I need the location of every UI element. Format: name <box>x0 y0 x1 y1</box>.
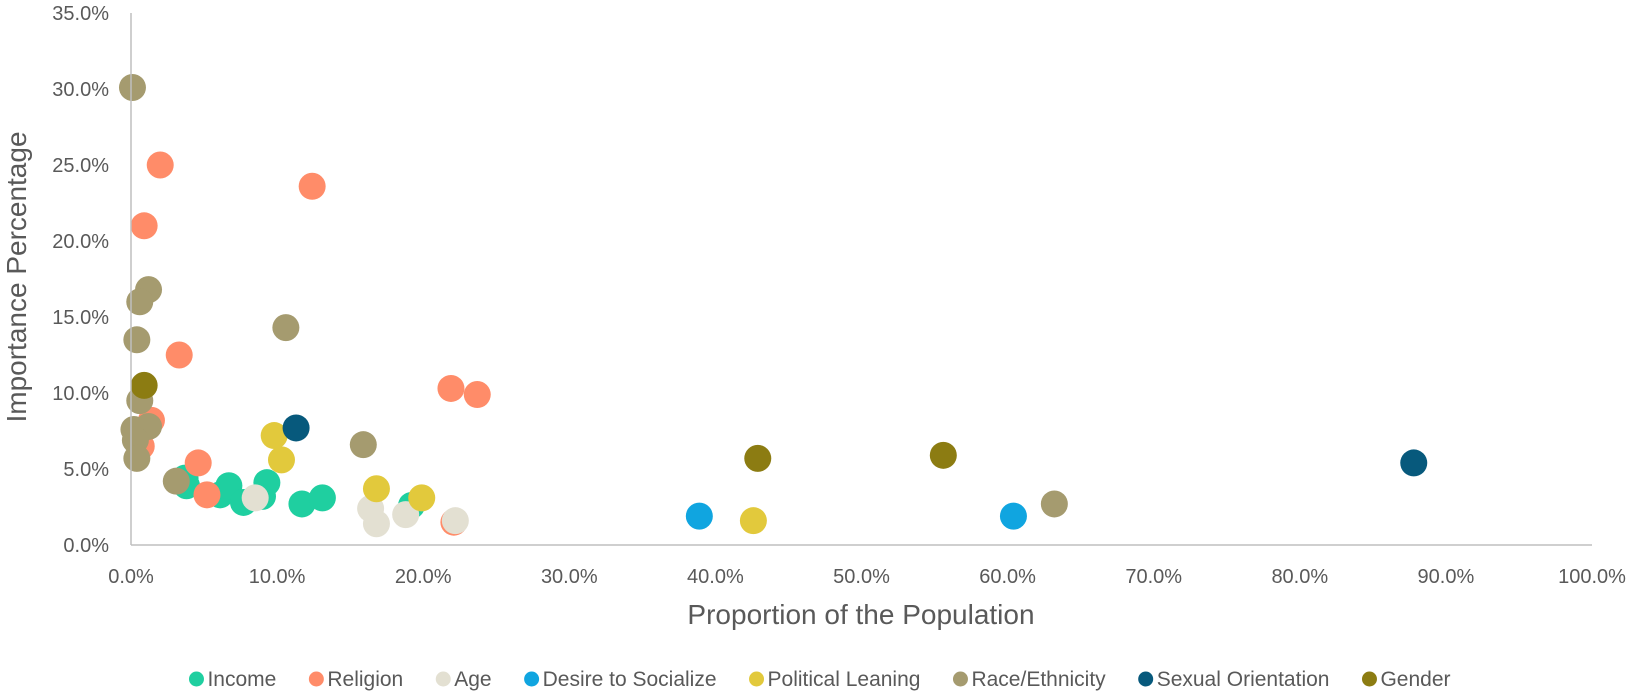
legend-item-age: Age <box>435 668 492 691</box>
legend-marker <box>435 671 451 687</box>
x-tick-label: 100.0% <box>1558 566 1626 588</box>
data-point-age <box>362 510 390 538</box>
legend-item-sexual-orientation: Sexual Orientation <box>1138 668 1329 691</box>
y-tick-label: 0.0% <box>63 535 109 557</box>
legend-item-gender: Gender <box>1361 668 1451 691</box>
legend-marker <box>1361 671 1377 687</box>
data-point-race-ethnicity <box>162 467 190 495</box>
x-axis-title: Proportion of the Population <box>687 599 1034 630</box>
legend-item-political-leaning: Political Leaning <box>749 668 920 691</box>
data-point-sexual-orientation <box>1400 449 1428 477</box>
data-point-political-leaning <box>362 475 390 503</box>
data-point-desire-to-socialize <box>685 502 713 530</box>
x-tick-label: 50.0% <box>833 566 890 588</box>
data-point-race-ethnicity <box>123 326 151 354</box>
legend-label: Religion <box>327 668 403 691</box>
y-axis-title: Importance Percentage <box>1 131 32 422</box>
data-point-race-ethnicity <box>118 73 146 101</box>
legend-label: Age <box>454 668 491 691</box>
data-point-race-ethnicity <box>272 314 300 342</box>
data-point-religion <box>463 381 491 409</box>
data-point-gender <box>929 441 957 469</box>
legend-label: Sexual Orientation <box>1157 668 1330 691</box>
y-tick-label: 10.0% <box>52 383 109 405</box>
data-point-race-ethnicity <box>123 444 151 472</box>
data-point-political-leaning <box>267 446 295 474</box>
x-tick-label: 80.0% <box>1271 566 1328 588</box>
legend-item-income: Income <box>188 668 276 691</box>
y-tick-label: 35.0% <box>52 3 109 25</box>
data-point-religion <box>165 341 193 369</box>
x-tick-label: 20.0% <box>395 566 452 588</box>
x-tick-label: 0.0% <box>108 566 154 588</box>
legend-label: Desire to Socialize <box>543 668 717 691</box>
x-tick-label: 70.0% <box>1125 566 1182 588</box>
legend-label: Race/Ethnicity <box>971 668 1106 691</box>
data-point-income <box>288 490 316 518</box>
x-tick-label: 60.0% <box>979 566 1036 588</box>
data-point-desire-to-socialize <box>999 502 1027 530</box>
data-point-religion <box>298 172 326 200</box>
x-tick-label: 90.0% <box>1418 566 1475 588</box>
x-tick-label: 10.0% <box>249 566 306 588</box>
legend-marker <box>952 671 968 687</box>
data-point-political-leaning <box>739 507 767 535</box>
data-point-race-ethnicity <box>349 431 377 459</box>
data-point-income <box>308 484 336 512</box>
legend-label: Gender <box>1380 668 1450 691</box>
data-point-age <box>241 484 269 512</box>
legend: Income Religion Age Desire to Socialize Poli… <box>188 668 1451 691</box>
x-tick-label: 40.0% <box>687 566 744 588</box>
y-tick-label: 20.0% <box>52 231 109 253</box>
data-point-political-leaning <box>260 422 288 450</box>
y-tick-label: 30.0% <box>52 79 109 101</box>
legend-item-desire-to-socialize: Desire to Socialize <box>524 668 717 691</box>
data-point-gender <box>744 444 772 472</box>
data-point-religion <box>130 212 158 240</box>
data-point-age <box>392 501 420 529</box>
legend-label: Income <box>207 668 276 691</box>
legend-marker <box>749 671 765 687</box>
legend-label: Political Leaning <box>768 668 921 691</box>
x-axis: 0.0% 10.0% 20.0% 30.0% 40.0% 50.0% 60.0% 70.0% 8… <box>108 544 1626 588</box>
legend-marker <box>308 671 324 687</box>
data-point-sexual-orientation <box>282 414 310 442</box>
legend-marker <box>188 671 204 687</box>
data-point-age <box>441 507 469 535</box>
data-point-religion <box>146 151 174 179</box>
y-axis: 0.0% 5.0% 10.0% 15.0% 20.0% 25.0% 30.0% 35.0% <box>52 3 132 557</box>
legend-item-race-ethnicity: Race/Ethnicity <box>952 668 1106 691</box>
data-point-race-ethnicity <box>1040 490 1068 518</box>
data-point-religion <box>193 481 221 509</box>
legend-marker <box>524 671 540 687</box>
y-tick-label: 25.0% <box>52 155 109 177</box>
data-point-religion <box>184 449 212 477</box>
legend-item-religion: Religion <box>308 668 403 691</box>
plot-area <box>118 73 1428 538</box>
legend-marker <box>1138 671 1154 687</box>
y-tick-label: 5.0% <box>63 459 109 481</box>
y-tick-label: 15.0% <box>52 307 109 329</box>
data-point-gender <box>130 371 158 399</box>
data-point-religion <box>437 374 465 402</box>
data-point-race-ethnicity <box>126 288 154 316</box>
data-point-political-leaning <box>408 484 436 512</box>
x-tick-label: 30.0% <box>541 566 598 588</box>
